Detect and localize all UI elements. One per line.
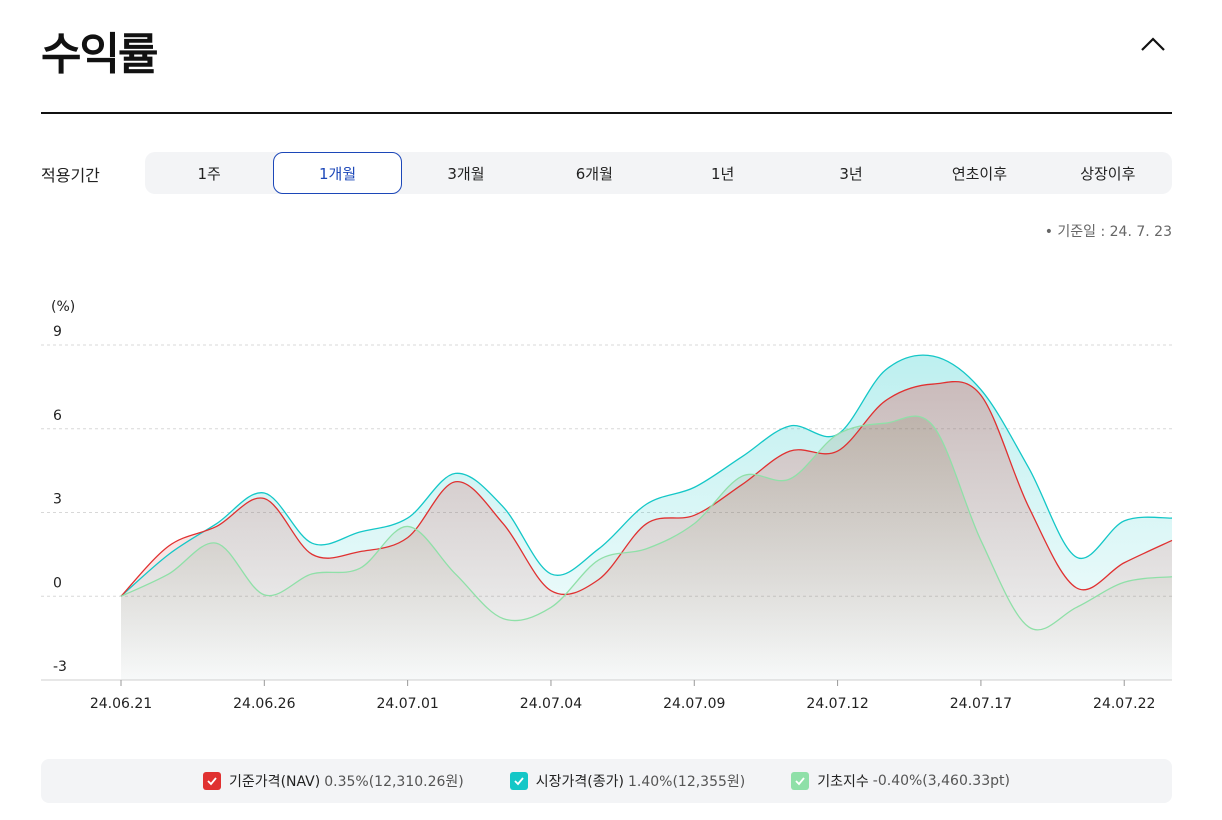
x-tick-label: 24.07.12: [806, 696, 868, 712]
legend-name: 기초지수: [817, 774, 869, 790]
checkbox-checked-icon[interactable]: [203, 772, 222, 790]
nav-series-line: [120, 380, 1173, 597]
x-tick-label: 24.07.04: [520, 696, 582, 712]
period-tab-1m[interactable]: 1개월: [273, 152, 402, 194]
x-tick-label: 24.07.09: [663, 696, 725, 712]
chevron-up-icon[interactable]: [1138, 30, 1168, 60]
period-tabs: 1주 1개월 3개월 6개월 1년 3년 연초이후 상장이후: [145, 152, 1172, 194]
period-tab-since-listing[interactable]: 상장이후: [1080, 164, 1136, 183]
page-title: 수익률: [41, 29, 158, 80]
period-label: 적용기간: [41, 166, 100, 185]
y-tick-label: 3: [53, 492, 62, 508]
return-chart: (%) 9 6 3 0 -3 24.06.21 24.06.26 24.07.01 24.07.…: [0, 280, 1222, 720]
y-tick-label: 6: [53, 408, 62, 424]
period-tab-ytd[interactable]: 연초이후: [951, 164, 1008, 183]
y-axis-label: (%): [51, 299, 75, 315]
chart-legend: 기준가격(NAV) 0.35%(12,310.26원) 시장가격(종가) 1.4…: [41, 759, 1172, 803]
checkbox-checked-icon[interactable]: [509, 772, 528, 790]
y-tick-label: -3: [53, 659, 67, 675]
period-tab-6m[interactable]: 6개월: [575, 164, 613, 183]
index-series-area: [121, 416, 1172, 680]
market-series-line: [120, 354, 1173, 597]
x-tick-label: 24.07.17: [950, 696, 1012, 712]
line-layer: [120, 354, 1173, 631]
legend-item-market[interactable]: 시장가격(종가) 1.40%(12,355원): [509, 771, 746, 791]
legend-value: 0.35%(12,310.26원): [324, 774, 464, 790]
period-tab-1y[interactable]: 1년: [711, 164, 735, 183]
chart-svg: (%) 9 6 3 0 -3 24.06.21 24.06.26 24.07.01 24.07.…: [41, 299, 1173, 712]
x-tick-label: 24.07.22: [1093, 696, 1155, 712]
legend-item-index[interactable]: 기초지수 -0.40%(3,460.33pt): [791, 771, 1010, 791]
period-selector: 적용기간 1주 1개월 3개월 6개월 1년 3년 연초이후 상장이후: [41, 152, 1172, 194]
header: 수익률: [41, 14, 1172, 114]
legend-value: 1.40%(12,355원): [627, 774, 746, 790]
axis-layer: 9 6 3 0 -3 24.06.21 24.06.26 24.07.01 24.07.04 24…: [41, 324, 1172, 712]
index-series-line: [120, 415, 1173, 631]
checkbox-checked-icon[interactable]: [791, 772, 810, 790]
period-tab-3m[interactable]: 3개월: [447, 164, 485, 183]
area-layer: [121, 355, 1172, 680]
legend-item-nav[interactable]: 기준가격(NAV) 0.35%(12,310.26원): [203, 771, 464, 791]
y-tick-label: 0: [53, 575, 62, 591]
x-tick-label: 24.06.26: [233, 696, 295, 712]
legend-name: 시장가격(종가): [535, 774, 624, 790]
reference-date: • 기준일 : 24. 7. 23: [1044, 224, 1172, 240]
period-tab-1w[interactable]: 1주: [197, 164, 221, 183]
legend-value: -0.40%(3,460.33pt): [872, 773, 1010, 789]
y-tick-label: 9: [53, 324, 62, 340]
period-tab-3y[interactable]: 3년: [839, 164, 863, 183]
x-tick-label: 24.07.01: [376, 696, 438, 712]
legend-name: 기준가격(NAV): [229, 774, 321, 790]
x-tick-label: 24.06.21: [90, 696, 152, 712]
